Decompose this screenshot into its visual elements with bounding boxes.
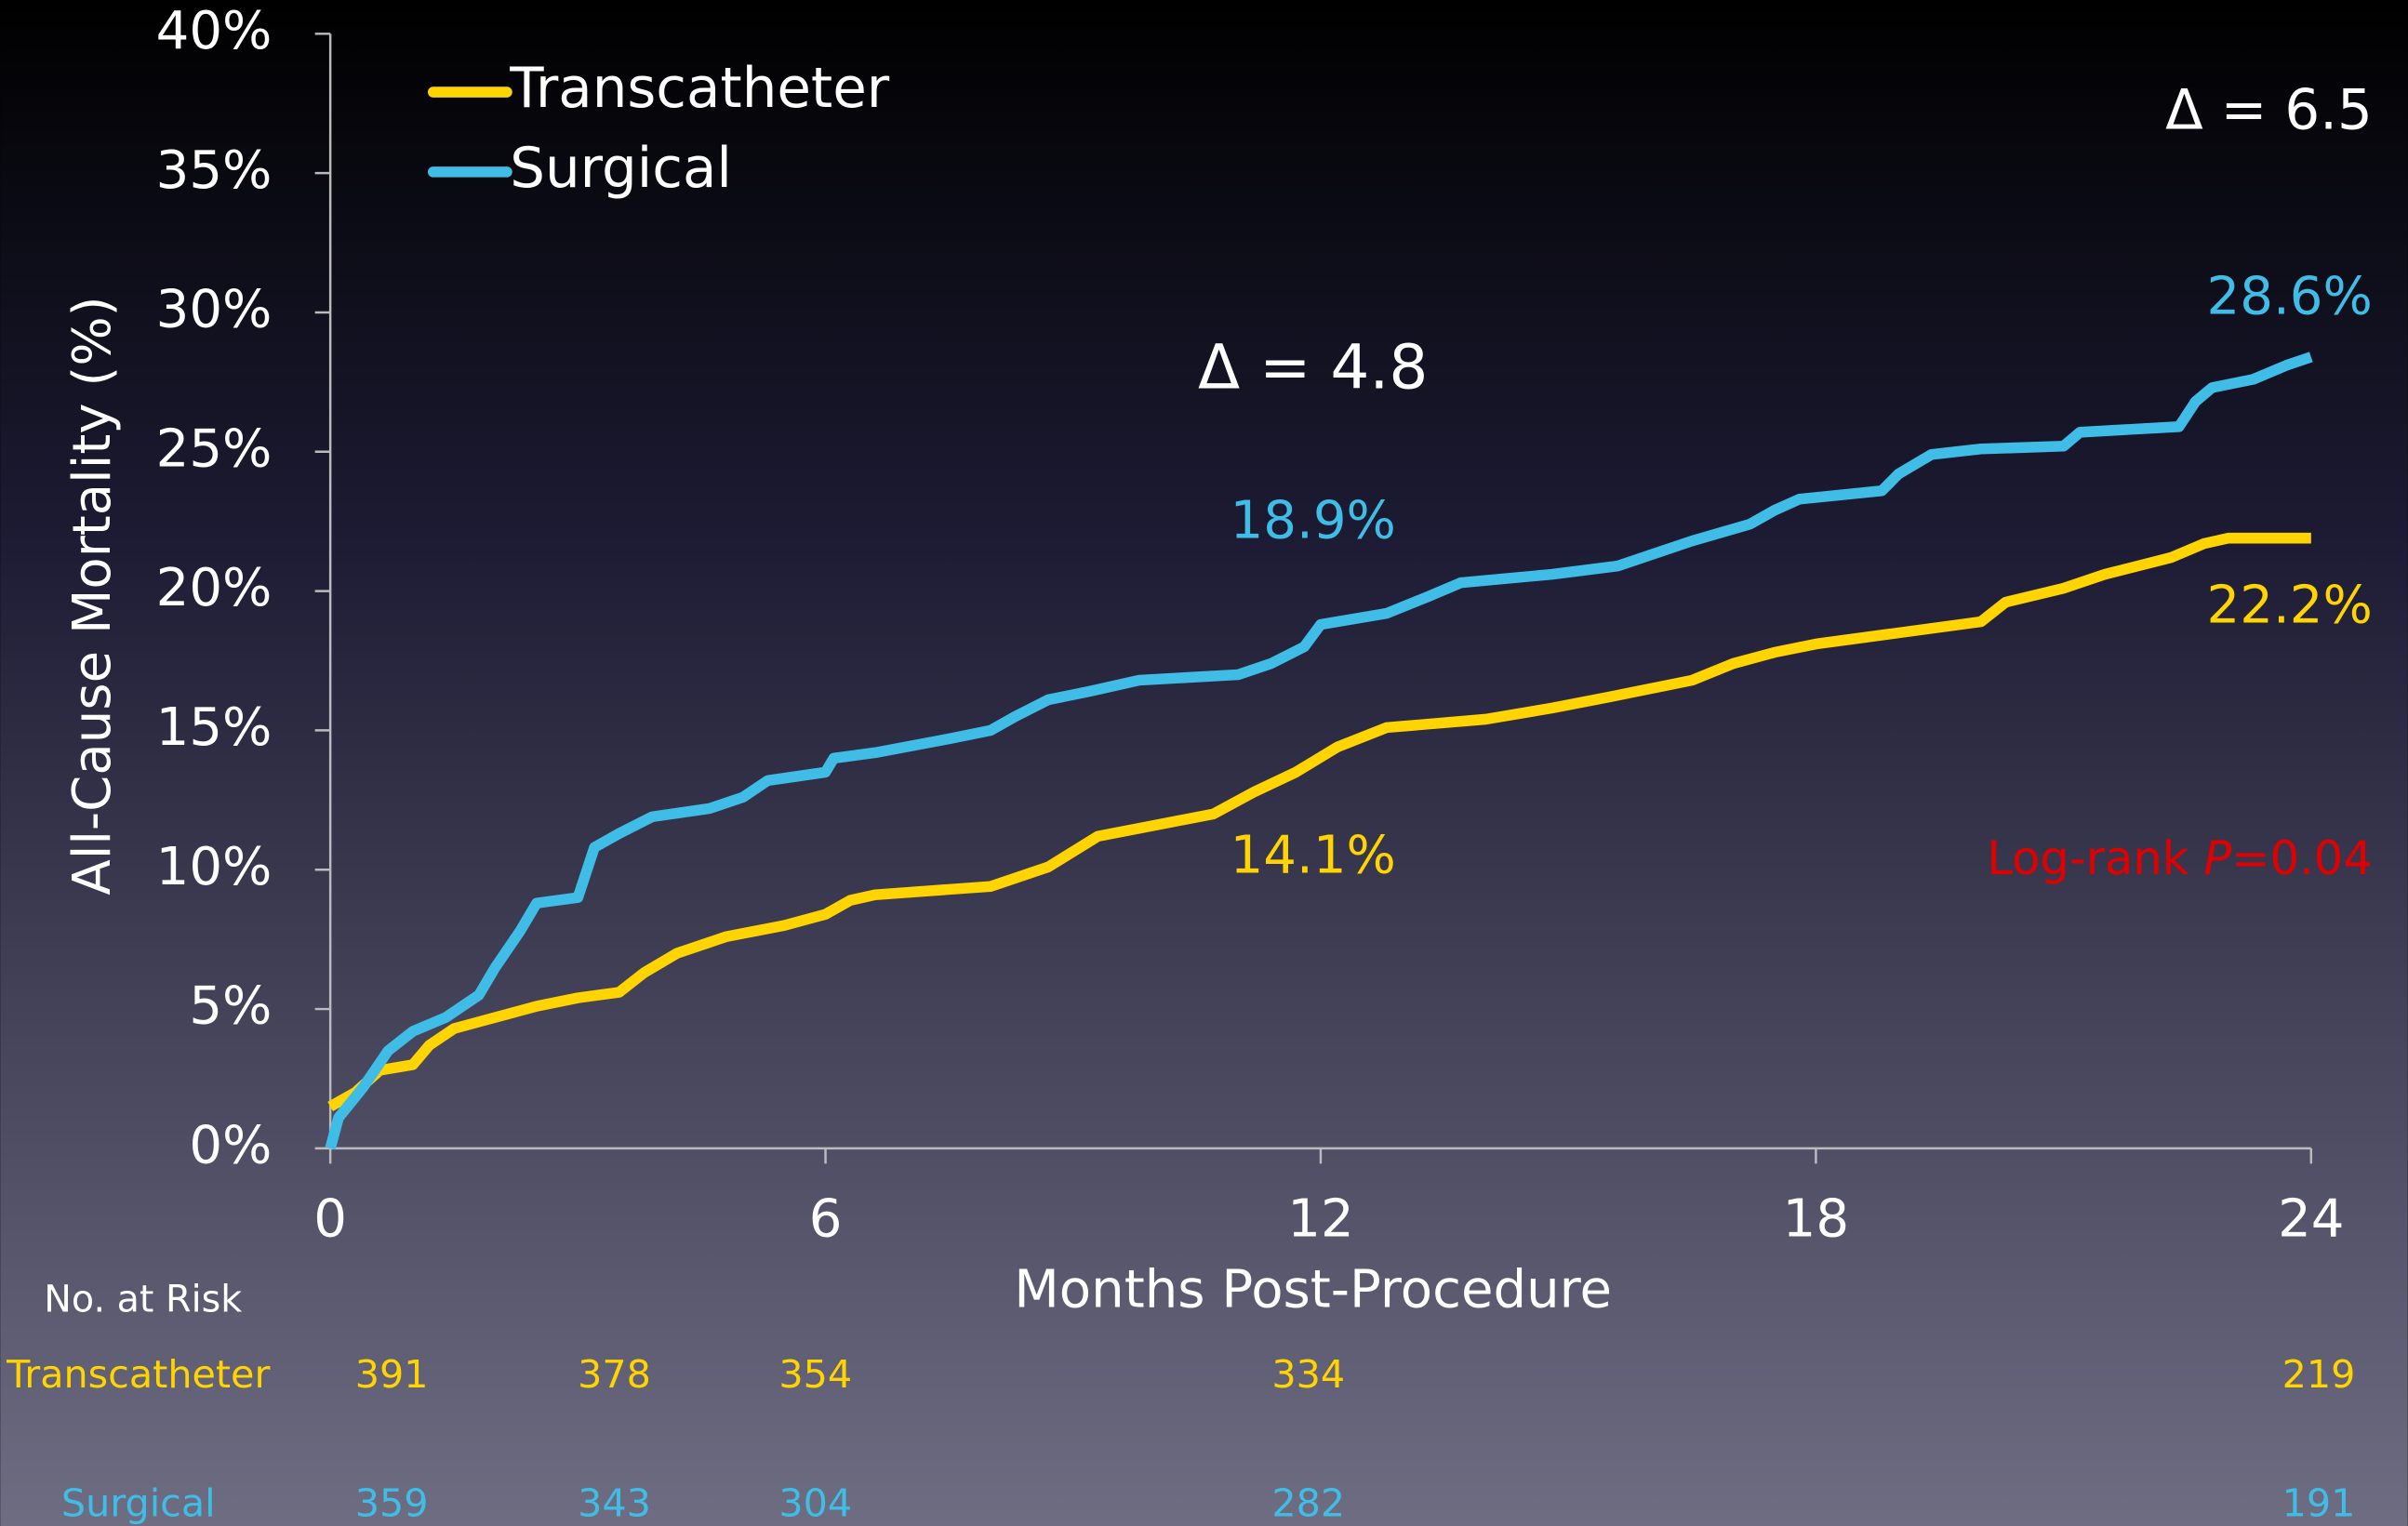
p-value-part: =0.04: [2231, 831, 2373, 885]
y-tick-label: 0%: [189, 1116, 272, 1176]
risk-title: No. at Risk: [44, 1278, 242, 1320]
x-tick-label: 18: [1783, 1189, 1849, 1250]
x-tick-label: 24: [2278, 1189, 2344, 1250]
annotation: 28.6%: [2207, 267, 2373, 327]
risk-value: 354: [778, 1352, 852, 1397]
legend-label: Transcatheter: [509, 57, 889, 121]
y-tick-label: 15%: [156, 697, 273, 758]
line: [325, 352, 2313, 1150]
p-value-part: P: [2203, 831, 2231, 885]
annotation: 18.9%: [1231, 491, 1396, 551]
p-value-part: Log-rank: [1987, 831, 2203, 885]
risk-value: 334: [1271, 1352, 1345, 1397]
y-tick-label: 40%: [156, 1, 273, 61]
risk-value: 359: [355, 1481, 429, 1526]
risk-value: 191: [2282, 1481, 2356, 1526]
x-tick-label: 12: [1287, 1189, 1353, 1250]
y-tick-label: 25%: [156, 418, 273, 479]
y-tick-label: 35%: [156, 140, 273, 201]
risk-value: 343: [578, 1481, 651, 1526]
p-value: Log-rank P=0.04: [1987, 831, 2372, 885]
risk-value: 391: [355, 1352, 429, 1397]
risk-value: 282: [1271, 1481, 1345, 1526]
annotation: Δ = 6.5: [2165, 78, 2373, 142]
x-tick-label: 6: [809, 1189, 843, 1250]
y-tick-label: 20%: [156, 558, 273, 618]
risk-value: 378: [578, 1352, 651, 1397]
risk-value: 304: [778, 1481, 852, 1526]
risk-row-label: Surgical: [61, 1481, 216, 1526]
y-tick-label: 30%: [156, 280, 273, 340]
risk-row-label: Transcatheter: [6, 1352, 270, 1397]
x-tick-label: 0: [313, 1189, 347, 1250]
y-tick-label: 10%: [156, 837, 273, 897]
annotation: 22.2%: [2207, 575, 2373, 635]
y-axis-label: All-Cause Mortality (%): [62, 296, 123, 895]
annotation: Δ = 4.8: [1198, 332, 1428, 404]
line: [327, 532, 2311, 1111]
legend-label: Surgical: [510, 137, 732, 201]
annotation: 14.1%: [1231, 825, 1396, 885]
x-axis-label: Months Post-Procedure: [1014, 1260, 1612, 1320]
y-tick-label: 5%: [189, 976, 272, 1037]
risk-value: 219: [2282, 1352, 2356, 1397]
